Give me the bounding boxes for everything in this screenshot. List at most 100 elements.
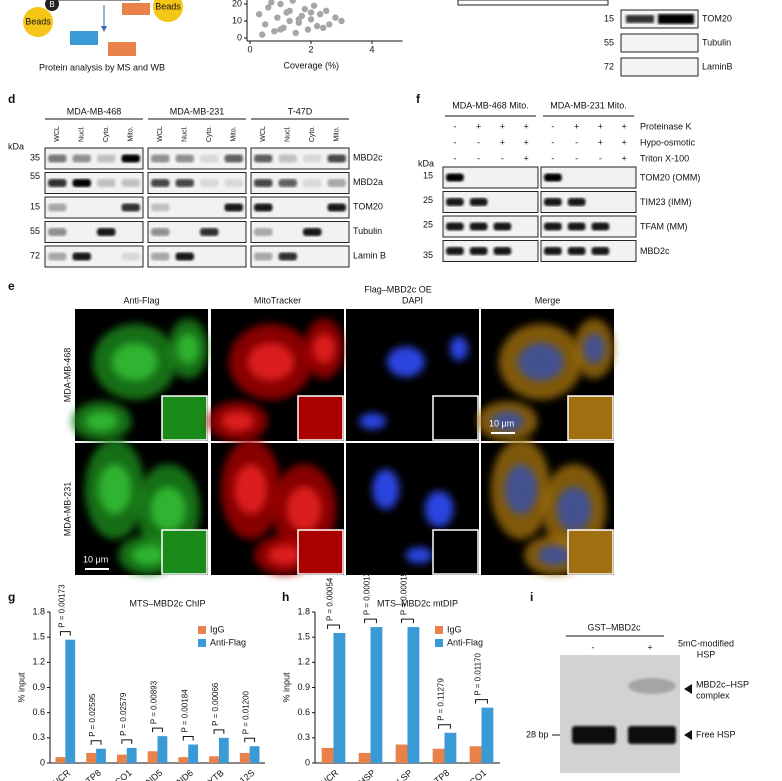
point [259, 31, 266, 38]
cell-core [111, 342, 158, 381]
band [591, 222, 610, 231]
gel-band [628, 726, 676, 744]
marker: 15 [604, 13, 614, 23]
blot [442, 191, 539, 213]
sign: + [523, 137, 528, 147]
sign: - [575, 137, 578, 147]
band [544, 173, 562, 182]
cell-core [286, 486, 322, 532]
bead-mark [45, 0, 59, 11]
cell-core [556, 486, 592, 532]
nucleus [386, 346, 425, 377]
cell-core [234, 464, 268, 515]
band [446, 173, 464, 182]
blot [620, 57, 699, 77]
blot-label: TOM20 [702, 13, 732, 23]
sign: - [501, 153, 504, 163]
y-axis-label: % input [16, 672, 26, 703]
marker: 55 [30, 226, 40, 236]
bar [96, 748, 106, 763]
bar [147, 751, 158, 763]
band [446, 222, 464, 231]
band [254, 228, 273, 236]
legend-label: Anti-Flag [447, 637, 483, 647]
bar [126, 747, 137, 763]
p-value: P = 0.00054 [326, 577, 335, 621]
y-tick-label: 1.8 [32, 606, 45, 616]
column-label: MitoTracker [254, 295, 301, 305]
blot [44, 172, 144, 194]
panel-letter: d [8, 92, 15, 106]
x-tick-label: 2 [308, 44, 313, 54]
marker: 15 [423, 170, 433, 180]
y-tick-label: 10 [232, 15, 242, 25]
legend-label: IgG [447, 624, 462, 634]
bar [321, 747, 334, 763]
y-tick-label: 1.5 [32, 632, 45, 642]
nucleus [372, 469, 400, 510]
lane-label: Nucl. [79, 126, 86, 142]
point [338, 17, 345, 25]
band [97, 228, 116, 236]
band [254, 179, 273, 187]
bracket [475, 699, 488, 704]
band [151, 154, 170, 163]
point [320, 24, 327, 31]
band [544, 247, 562, 255]
panel-letter: f [416, 92, 421, 106]
inset [161, 529, 208, 575]
bead-mark-label: B [49, 0, 54, 9]
point [301, 5, 309, 13]
x-tick-label: NCR [319, 767, 341, 781]
band [97, 179, 116, 187]
blot-label: MBD2a [353, 177, 383, 187]
inset [297, 529, 344, 575]
bar [481, 707, 494, 763]
row-label: MDA-MB-468 [62, 348, 72, 403]
blot-label: TFAM (MM) [640, 221, 688, 231]
marker: 72 [604, 61, 614, 71]
y-tick-label: 0.9 [297, 682, 310, 692]
blot-label: TOM20 [353, 201, 383, 211]
bar [55, 757, 66, 763]
p-value: P = 0.01200 [242, 690, 251, 734]
band [567, 247, 586, 255]
band [224, 179, 243, 187]
bracket [327, 624, 340, 629]
point [326, 21, 333, 28]
band [254, 154, 273, 163]
block [70, 31, 98, 45]
band [327, 154, 346, 163]
sign: - [477, 137, 480, 147]
blot [147, 172, 247, 194]
point [289, 0, 296, 4]
band [658, 14, 694, 24]
bar [395, 744, 408, 763]
bead [23, 7, 53, 37]
band [72, 252, 91, 261]
band [278, 179, 297, 187]
band [327, 203, 346, 212]
blot-label: Tubulin [702, 37, 731, 47]
sign: + [523, 153, 528, 163]
column-label: DAPI [402, 295, 423, 305]
point [313, 22, 321, 30]
band [121, 154, 140, 163]
cell-core [491, 411, 525, 432]
inset [432, 395, 479, 441]
sign: - [551, 137, 554, 147]
inset [567, 395, 614, 441]
blot-label: TOM20 (OMM) [640, 172, 700, 182]
blot [250, 196, 350, 219]
y-tick-label: 1.2 [297, 657, 310, 667]
band [469, 198, 488, 206]
blot-label: MBD2c [353, 152, 383, 162]
band [121, 252, 140, 261]
band [48, 154, 67, 163]
point [292, 29, 299, 37]
legend-label: IgG [210, 624, 225, 634]
bead [153, 0, 183, 22]
blot [540, 191, 637, 213]
nucleus [424, 491, 454, 527]
p-value: P = 0.00893 [150, 680, 159, 724]
